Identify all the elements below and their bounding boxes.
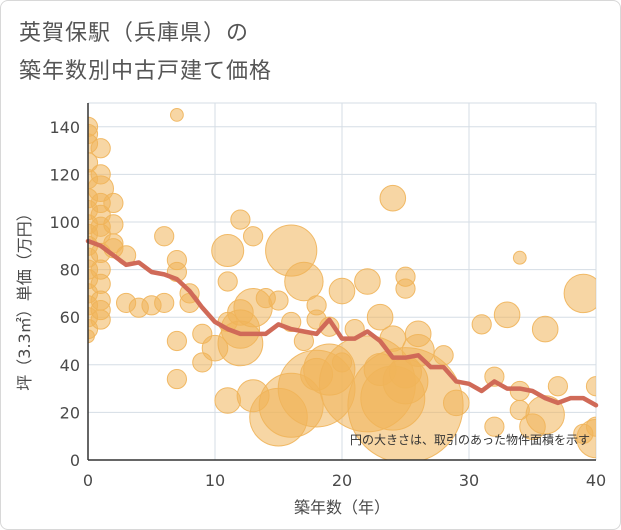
x-tick-label-0: 0 (83, 471, 93, 490)
y-tick-label-100: 100 (49, 213, 80, 232)
tick-labels: 0 10 20 30 40 0 20 40 60 80 100 120 140 (49, 118, 606, 490)
bubble-point-76 (328, 277, 356, 305)
bubble-point-32 (103, 214, 124, 235)
bubble-point-99 (512, 250, 527, 265)
bubble-point-39 (154, 226, 175, 247)
bubble-point-98 (493, 301, 521, 329)
bubble-point-79 (354, 268, 381, 295)
bubble-point-95 (471, 314, 492, 335)
bubble-point-108 (585, 376, 596, 397)
x-tick-label-30: 30 (459, 471, 479, 490)
bubble-point-51 (211, 234, 245, 268)
chart-title-line1: 英賀保駅（兵庫県）の (19, 21, 250, 46)
y-tick-label-120: 120 (49, 165, 80, 184)
bubble-point-59 (243, 226, 264, 247)
bubble-point-94 (443, 389, 470, 417)
x-tick-label-10: 10 (205, 471, 225, 490)
bubble-point-44 (166, 330, 187, 352)
y-tick-label-40: 40 (60, 356, 80, 375)
bubble-point-110 (576, 418, 596, 459)
y-tick-label-20: 20 (60, 403, 80, 422)
bubble-point-93 (433, 345, 454, 366)
average-line-series (85, 238, 599, 408)
chart-title-line2: 築年数別中古戸建て価格 (19, 59, 273, 84)
chart-title: 英賀保駅（兵庫県）の 築年数別中古戸建て価格 (19, 15, 272, 91)
y-axis-label: 坪（3.3㎡）単価（万円） (15, 205, 34, 390)
bubble-point-17 (88, 329, 95, 344)
average-line (85, 238, 599, 408)
bubble-point-106 (563, 273, 596, 314)
bubble-point-31 (103, 192, 124, 214)
y-tick-label-60: 60 (60, 308, 80, 327)
bubble-point-41 (170, 108, 184, 122)
axes (87, 103, 596, 461)
size-annotation: 円の大きさは、取引のあった物件面積を示す (350, 432, 590, 447)
bubble-point-40 (154, 292, 175, 314)
y-tick-label-0: 0 (70, 451, 80, 470)
bubble-series (88, 108, 596, 460)
y-tick-label-140: 140 (49, 118, 80, 137)
x-tick-label-40: 40 (586, 471, 606, 490)
bubble-point-54 (214, 387, 241, 414)
bubble-point-52 (217, 271, 238, 292)
bubble-point-96 (484, 366, 505, 387)
bubble-point-18 (90, 138, 111, 159)
bubble-point-92 (401, 334, 435, 368)
y-tick-label-80: 80 (60, 261, 80, 280)
bubble-point-83 (379, 184, 407, 212)
bubble-point-30 (90, 309, 111, 330)
x-axis-label: 築年数（年） (294, 498, 390, 517)
bubble-point-87 (395, 278, 416, 299)
bubble-point-97 (484, 416, 505, 437)
bubble-point-63 (268, 290, 289, 311)
bubble-point-81 (366, 303, 394, 331)
bubble-point-105 (547, 376, 569, 397)
bubble-point-45 (166, 368, 187, 390)
bubble-point-103 (531, 315, 559, 343)
bubble-point-55 (230, 209, 251, 230)
x-tick-label-20: 20 (332, 471, 352, 490)
bubble-point-68 (284, 261, 324, 302)
